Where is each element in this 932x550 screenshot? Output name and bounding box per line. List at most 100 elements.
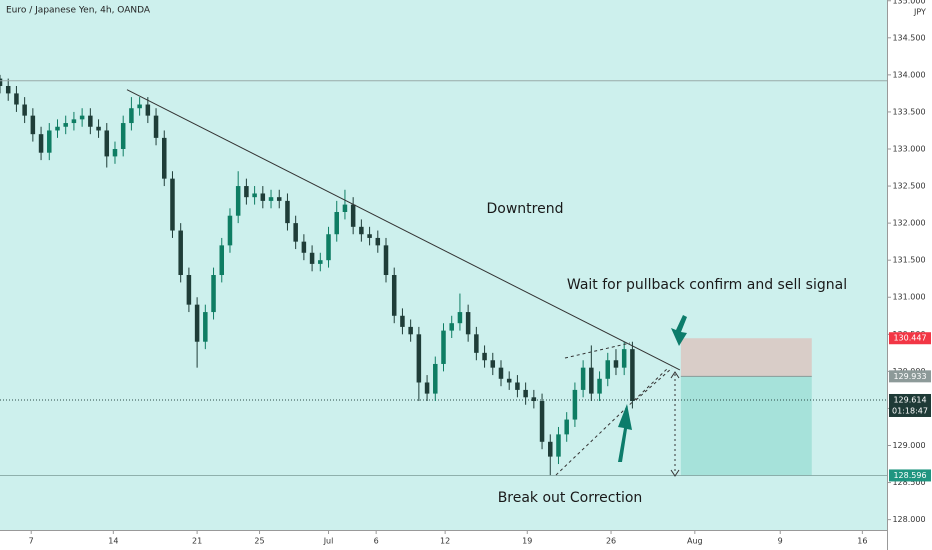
x-tick-label: 12 xyxy=(440,537,450,546)
candle-body xyxy=(162,137,167,179)
stop-zone xyxy=(680,338,812,377)
candle-body xyxy=(129,108,134,124)
countdown: 01:18:47 xyxy=(892,406,928,415)
wedge-upper xyxy=(564,342,631,359)
candle-body xyxy=(268,197,274,201)
drawings xyxy=(0,80,887,477)
x-tick-label: 16 xyxy=(857,537,867,546)
candle-body xyxy=(260,193,266,201)
currency: JPY xyxy=(913,8,926,17)
candle-body xyxy=(112,148,118,157)
candle-body xyxy=(539,401,545,442)
trendline xyxy=(126,89,681,371)
arrow-head xyxy=(670,469,680,477)
candle-body xyxy=(613,360,619,368)
candle-body xyxy=(120,123,126,149)
candle-body xyxy=(5,85,11,94)
candle-body xyxy=(482,352,487,361)
x-tick-label: Aug xyxy=(687,537,703,546)
x-tick-label: 25 xyxy=(254,537,264,546)
candle-body xyxy=(334,212,339,235)
candle-body xyxy=(408,326,413,335)
candle-body xyxy=(178,230,183,276)
candle-body xyxy=(621,349,627,368)
candle-body xyxy=(55,126,60,131)
candle-body xyxy=(564,419,569,435)
y-tick-label: 135.000 xyxy=(892,0,925,5)
zones xyxy=(0,338,887,476)
candle-body xyxy=(38,134,44,153)
candle-body xyxy=(252,193,257,198)
chart-title: Euro / Japanese Yen, 4h, OANDA xyxy=(6,6,151,16)
candle-body xyxy=(416,334,422,383)
arrow-head xyxy=(670,371,680,379)
candle-body xyxy=(301,241,307,253)
candle-body xyxy=(227,215,233,246)
candle-body xyxy=(30,115,36,135)
candle-body xyxy=(71,119,77,124)
candle-body xyxy=(589,367,594,394)
candle-body xyxy=(88,115,93,127)
candle-body xyxy=(556,434,561,457)
y-tick-label: 133.000 xyxy=(892,144,925,153)
candle-body xyxy=(342,204,348,212)
candle-body xyxy=(96,126,101,131)
candle-body xyxy=(506,378,512,383)
candle-body xyxy=(219,245,225,276)
candle-body xyxy=(490,360,496,368)
stop-label: 130.447 xyxy=(893,334,926,343)
y-tick-label: 131.500 xyxy=(892,256,925,265)
x-tick-label: 7 xyxy=(29,537,34,546)
y-tick-label: 132.000 xyxy=(892,219,925,228)
breakout-arrow xyxy=(618,404,632,462)
candle-body xyxy=(285,200,290,224)
stop-label-box xyxy=(889,332,931,345)
entry-label-box xyxy=(889,370,931,383)
candle-body xyxy=(326,234,331,261)
candle-body xyxy=(580,367,586,390)
target-label-box xyxy=(889,469,931,482)
candle-body xyxy=(309,252,315,264)
candle-body xyxy=(441,330,446,364)
candle-body xyxy=(63,123,68,127)
candle-body xyxy=(22,104,27,116)
candle-body xyxy=(104,130,110,157)
candle-body xyxy=(47,130,52,153)
candle-body xyxy=(433,363,438,394)
candle-body xyxy=(498,367,504,379)
x-tick-label: 19 xyxy=(522,537,532,546)
y-tick-label: 134.000 xyxy=(892,70,925,79)
y-tick-label: 129.000 xyxy=(892,441,925,450)
candle-body xyxy=(359,226,364,235)
candle-body xyxy=(153,115,159,138)
y-tick-label: 128.500 xyxy=(892,478,925,487)
candle-body xyxy=(531,397,537,402)
candle-body xyxy=(391,275,397,316)
last-price-label: 129.614 xyxy=(893,395,926,404)
candle-body xyxy=(457,312,463,324)
candle-body xyxy=(515,382,520,390)
candle-body xyxy=(194,304,200,342)
candle-body xyxy=(474,334,479,353)
y-tick-label: 131.000 xyxy=(892,293,925,302)
candle-body xyxy=(350,204,356,227)
candle-body xyxy=(170,178,175,231)
candle-body xyxy=(548,441,553,457)
candle-body xyxy=(276,197,282,201)
candle-body xyxy=(383,245,389,276)
annotation: Wait for pullback confirm and sell signa… xyxy=(567,277,847,293)
annotation: Break out Correction xyxy=(498,490,643,506)
candle-body xyxy=(572,389,578,420)
x-tick-label: Jul xyxy=(323,537,334,546)
candle-body xyxy=(424,382,430,394)
candle-body xyxy=(79,115,85,120)
candle-body xyxy=(400,315,405,327)
candle-body xyxy=(597,378,602,394)
candle-body xyxy=(186,275,192,305)
candle-body xyxy=(523,389,528,398)
axes: 128.000128.500129.000129.500130.000130.5… xyxy=(29,0,931,546)
candle-body xyxy=(14,93,19,105)
candle-body xyxy=(293,223,298,242)
